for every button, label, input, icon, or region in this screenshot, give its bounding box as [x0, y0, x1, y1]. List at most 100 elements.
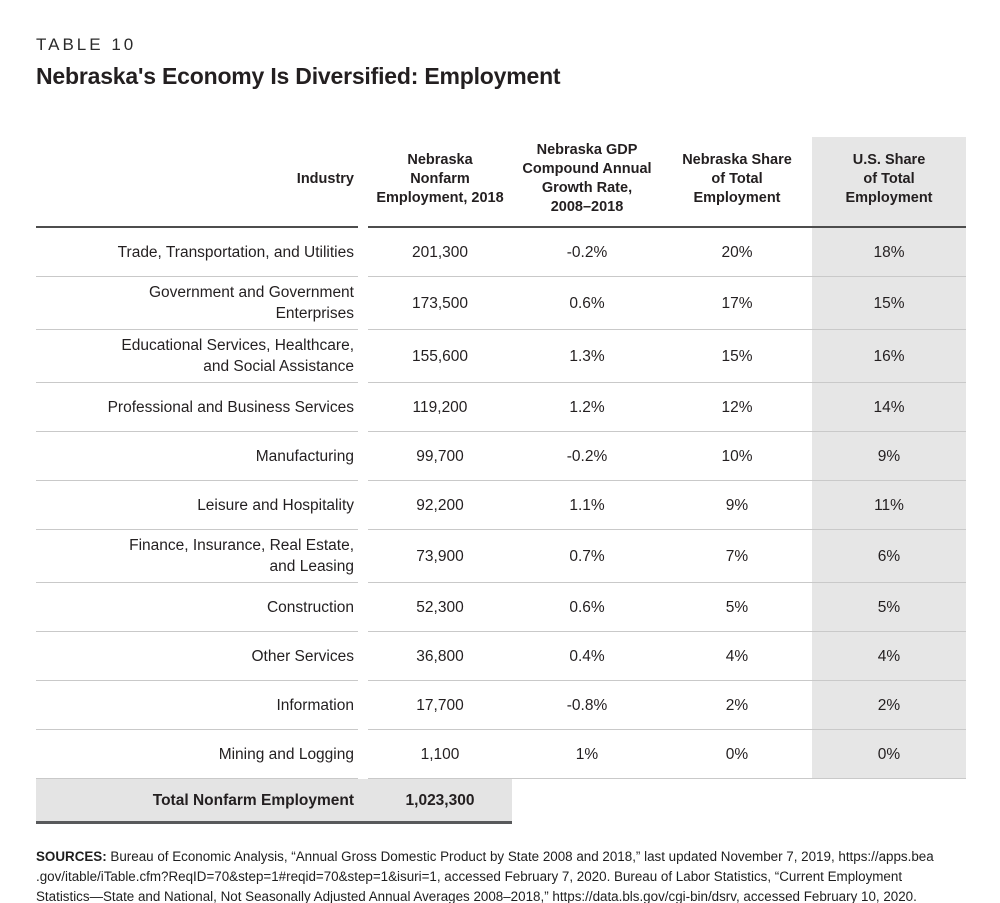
- column-spacer: [358, 383, 368, 432]
- cell-growth: 0.7%: [512, 529, 662, 583]
- cell-ne-share: 4%: [662, 631, 812, 681]
- table-row: Government and Government Enterprises 17…: [36, 276, 966, 330]
- cell-ne-share: 15%: [662, 329, 812, 383]
- column-spacer: [358, 227, 368, 277]
- table-row: Other Services 36,800 0.4% 4% 4%: [36, 631, 966, 681]
- cell-employment: 201,300: [368, 227, 512, 277]
- empty-cell: [512, 779, 662, 823]
- column-spacer: [358, 583, 368, 632]
- column-spacer: [358, 632, 368, 681]
- cell-growth: 1%: [512, 729, 662, 779]
- table-row: Professional and Business Services 119,2…: [36, 382, 966, 432]
- column-spacer: [358, 530, 368, 583]
- cell-ne-share: 2%: [662, 680, 812, 730]
- cell-ne-share: 0%: [662, 729, 812, 779]
- cell-ne-share: 17%: [662, 276, 812, 330]
- empty-cell: [812, 779, 966, 823]
- sources-note: SOURCES: Bureau of Economic Analysis, “A…: [36, 847, 996, 903]
- cell-industry: Trade, Transportation, and Utilities: [36, 227, 358, 277]
- cell-industry: Manufacturing: [36, 431, 358, 481]
- cell-growth: 0.4%: [512, 631, 662, 681]
- cell-us-share: 5%: [812, 582, 966, 632]
- cell-employment: 36,800: [368, 631, 512, 681]
- cell-industry: Educational Services, Healthcare, and So…: [36, 329, 358, 383]
- column-spacer: [358, 730, 368, 779]
- table-row: Trade, Transportation, and Utilities 201…: [36, 227, 966, 277]
- cell-employment: 92,200: [368, 480, 512, 530]
- cell-industry: Finance, Insurance, Real Estate, and Lea…: [36, 529, 358, 583]
- total-label: Total Nonfarm Employment: [36, 778, 358, 824]
- cell-us-share: 14%: [812, 382, 966, 432]
- table-row: Construction 52,300 0.6% 5% 5%: [36, 582, 966, 632]
- table-row: Manufacturing 99,700 -0.2% 10% 9%: [36, 431, 966, 481]
- column-spacer: [358, 681, 368, 730]
- header-gdp-growth: Nebraska GDP Compound Annual Growth Rate…: [512, 137, 662, 228]
- cell-growth: -0.8%: [512, 680, 662, 730]
- cell-industry: Professional and Business Services: [36, 382, 358, 432]
- cell-employment: 17,700: [368, 680, 512, 730]
- cell-employment: 99,700: [368, 431, 512, 481]
- cell-us-share: 15%: [812, 276, 966, 330]
- cell-growth: -0.2%: [512, 227, 662, 277]
- total-value: 1,023,300: [368, 778, 512, 824]
- table-label: TABLE 10: [36, 35, 137, 54]
- sources-lines: .gov/itable/iTable.cfm?ReqID=70&step=1#r…: [36, 869, 917, 903]
- cell-ne-share: 7%: [662, 529, 812, 583]
- cell-industry: Construction: [36, 582, 358, 632]
- header-nonfarm-employment: Nebraska Nonfarm Employment, 2018: [368, 137, 512, 228]
- cell-employment: 1,100: [368, 729, 512, 779]
- cell-growth: 1.1%: [512, 480, 662, 530]
- column-spacer: [358, 778, 368, 824]
- cell-employment: 73,900: [368, 529, 512, 583]
- cell-growth: 1.2%: [512, 382, 662, 432]
- employment-table: Industry Nebraska Nonfarm Employment, 20…: [36, 137, 966, 824]
- cell-ne-share: 9%: [662, 480, 812, 530]
- column-spacer: [358, 432, 368, 481]
- header-industry: Industry: [36, 137, 358, 228]
- cell-employment: 119,200: [368, 382, 512, 432]
- sources-label: SOURCES:: [36, 849, 107, 864]
- header-nebraska-share: Nebraska Share of Total Employment: [662, 137, 812, 228]
- table-row: Educational Services, Healthcare, and So…: [36, 329, 966, 383]
- cell-us-share: 2%: [812, 680, 966, 730]
- cell-employment: 173,500: [368, 276, 512, 330]
- sources-line-1: SOURCES: Bureau of Economic Analysis, “A…: [36, 847, 996, 867]
- table-row: Mining and Logging 1,100 1% 0% 0%: [36, 729, 966, 779]
- cell-growth: 0.6%: [512, 582, 662, 632]
- total-row: Total Nonfarm Employment 1,023,300: [36, 778, 966, 824]
- column-spacer: [358, 277, 368, 330]
- column-spacer: [358, 137, 368, 227]
- cell-industry: Other Services: [36, 631, 358, 681]
- cell-ne-share: 5%: [662, 582, 812, 632]
- cell-ne-share: 10%: [662, 431, 812, 481]
- cell-us-share: 16%: [812, 329, 966, 383]
- cell-us-share: 0%: [812, 729, 966, 779]
- cell-employment: 52,300: [368, 582, 512, 632]
- cell-growth: -0.2%: [512, 431, 662, 481]
- column-spacer: [358, 481, 368, 530]
- header-us-share: U.S. Share of Total Employment: [812, 137, 966, 228]
- cell-employment: 155,600: [368, 329, 512, 383]
- header-row: Industry Nebraska Nonfarm Employment, 20…: [36, 137, 966, 228]
- cell-industry: Leisure and Hospitality: [36, 480, 358, 530]
- cell-us-share: 4%: [812, 631, 966, 681]
- sources-line-1-text: Bureau of Economic Analysis, “Annual Gro…: [110, 849, 934, 864]
- table-row: Information 17,700 -0.8% 2% 2%: [36, 680, 966, 730]
- cell-growth: 1.3%: [512, 329, 662, 383]
- cell-growth: 0.6%: [512, 276, 662, 330]
- cell-us-share: 18%: [812, 227, 966, 277]
- table-row: Leisure and Hospitality 92,200 1.1% 9% 1…: [36, 480, 966, 530]
- cell-industry: Information: [36, 680, 358, 730]
- cell-us-share: 6%: [812, 529, 966, 583]
- cell-ne-share: 20%: [662, 227, 812, 277]
- cell-industry: Mining and Logging: [36, 729, 358, 779]
- cell-industry: Government and Government Enterprises: [36, 276, 358, 330]
- column-spacer: [358, 330, 368, 383]
- cell-us-share: 9%: [812, 431, 966, 481]
- empty-cell: [662, 779, 812, 823]
- table-row: Finance, Insurance, Real Estate, and Lea…: [36, 529, 966, 583]
- cell-ne-share: 12%: [662, 382, 812, 432]
- page-title: Nebraska's Economy Is Diversified: Emplo…: [36, 63, 561, 89]
- cell-us-share: 11%: [812, 480, 966, 530]
